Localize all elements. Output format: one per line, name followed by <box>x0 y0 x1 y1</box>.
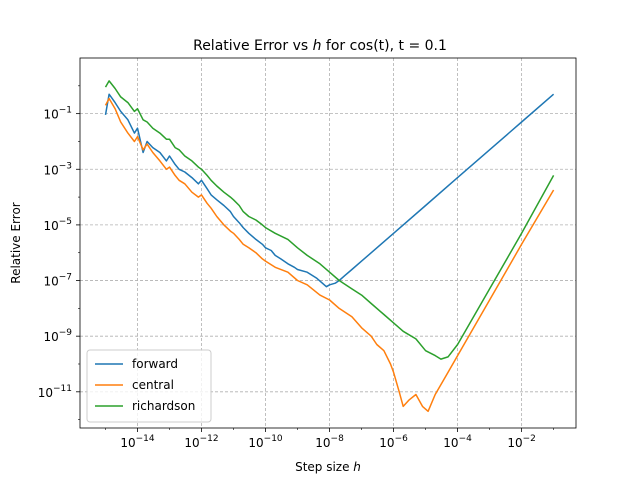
legend-label-richardson: richardson <box>132 399 195 413</box>
chart-title: Relative Error vs h for cos(t), t = 0.1 <box>193 38 447 54</box>
x-tick-label: 10−14 <box>120 434 155 450</box>
grid <box>80 58 576 428</box>
legend-label-central: central <box>132 378 174 392</box>
axis-ticks: 10−14 10−12 10−10 10−8 10−6 10−4 10−2 10−11 10−9… <box>38 85 554 450</box>
y-tick-label: 10−9 <box>43 328 72 344</box>
series-line-richardson <box>104 80 555 360</box>
x-tick-label: 10−2 <box>507 434 536 450</box>
x-axis-label: Step size h <box>295 460 361 474</box>
y-axis-label: Relative Error <box>9 202 23 284</box>
x-tick-label: 10−6 <box>379 434 408 450</box>
y-tick-label: 10−3 <box>43 161 72 177</box>
x-tick-label: 10−4 <box>443 434 472 450</box>
x-tick-label: 10−12 <box>184 434 218 450</box>
series-line-forward <box>104 93 555 288</box>
x-tick-label: 10−10 <box>248 434 283 450</box>
series-line-central <box>104 97 555 413</box>
y-tick-label: 10−1 <box>43 106 72 122</box>
legend: forward central richardson <box>86 349 212 423</box>
y-tick-label: 10−5 <box>43 217 72 233</box>
plot-frame <box>79 57 577 429</box>
x-tick-label: 10−8 <box>315 434 344 450</box>
y-tick-label: 10−7 <box>43 273 72 289</box>
legend-box <box>86 349 212 423</box>
legend-label-forward: forward <box>132 357 178 371</box>
series-lines <box>104 80 555 413</box>
y-tick-label: 10−11 <box>38 384 72 400</box>
